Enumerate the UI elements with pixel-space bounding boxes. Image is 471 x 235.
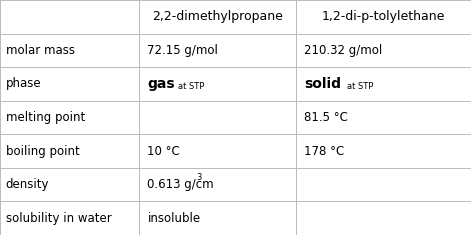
Text: at STP: at STP xyxy=(347,82,373,91)
Text: solid: solid xyxy=(304,77,341,91)
Text: 210.32 g/mol: 210.32 g/mol xyxy=(304,44,382,57)
Text: 1,2-di-p-tolylethane: 1,2-di-p-tolylethane xyxy=(322,10,445,23)
Text: molar mass: molar mass xyxy=(6,44,74,57)
Text: at STP: at STP xyxy=(178,82,204,91)
Text: density: density xyxy=(6,178,49,191)
Text: 81.5 °C: 81.5 °C xyxy=(304,111,348,124)
Text: phase: phase xyxy=(6,77,41,90)
Text: 10 °C: 10 °C xyxy=(147,145,180,158)
Text: insoluble: insoluble xyxy=(147,212,201,225)
Text: melting point: melting point xyxy=(6,111,85,124)
Text: boiling point: boiling point xyxy=(6,145,80,158)
Text: 3: 3 xyxy=(196,173,201,182)
Text: 72.15 g/mol: 72.15 g/mol xyxy=(147,44,218,57)
Text: solubility in water: solubility in water xyxy=(6,212,112,225)
Text: 178 °C: 178 °C xyxy=(304,145,344,158)
Text: 2,2-dimethylpropane: 2,2-dimethylpropane xyxy=(152,10,283,23)
Text: 0.613 g/cm: 0.613 g/cm xyxy=(147,178,214,191)
Text: gas: gas xyxy=(147,77,175,91)
